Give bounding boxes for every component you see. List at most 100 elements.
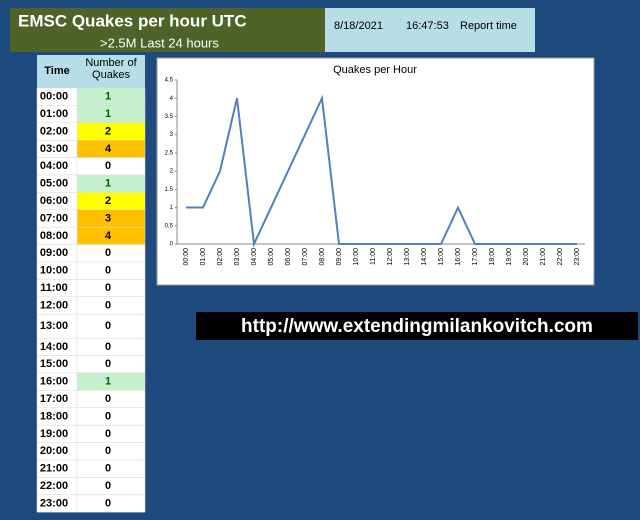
time: 16:00: [40, 376, 68, 388]
time: 10:00: [40, 265, 68, 277]
count: 0: [105, 497, 111, 509]
x-tick-label: 04:00: [251, 248, 258, 266]
time: 12:00: [40, 299, 68, 311]
count: 0: [105, 341, 111, 353]
count: 2: [105, 195, 111, 207]
chart-title: Quakes per Hour: [333, 64, 417, 76]
x-tick-label: 03:00: [234, 248, 241, 266]
chart-frame: [156, 57, 595, 286]
time: 07:00: [40, 212, 68, 224]
time: 17:00: [40, 393, 68, 405]
x-tick-label: 08:00: [319, 248, 326, 266]
count: 0: [105, 480, 111, 492]
time: 22:00: [40, 480, 68, 492]
time: 11:00: [40, 282, 68, 294]
y-tick-label: 4: [170, 96, 174, 102]
time: 05:00: [40, 178, 68, 190]
y-tick-label: 1.5: [165, 187, 174, 193]
count: 0: [105, 282, 111, 294]
count: 0: [105, 393, 111, 405]
x-tick-label: 00:00: [183, 248, 190, 266]
time: 14:00: [40, 341, 68, 353]
x-tick-label: 23:00: [574, 248, 581, 266]
count: 0: [105, 265, 111, 277]
count: 0: [105, 247, 111, 259]
x-tick-label: 07:00: [302, 248, 309, 266]
count: 0: [105, 445, 111, 457]
time: 08:00: [40, 230, 68, 242]
x-tick-label: 18:00: [489, 248, 496, 266]
x-tick-label: 17:00: [472, 248, 479, 266]
count: 1: [105, 376, 111, 388]
report-label: Report time: [460, 20, 517, 32]
x-tick-label: 06:00: [285, 248, 292, 266]
count: 3: [105, 212, 111, 224]
time: 00:00: [40, 91, 68, 103]
x-tick-label: 14:00: [421, 248, 428, 266]
time: 23:00: [40, 497, 68, 509]
count: 0: [105, 320, 111, 332]
report-box: [325, 8, 535, 52]
time: 03:00: [40, 143, 68, 155]
time: 19:00: [40, 428, 68, 440]
count: 2: [105, 125, 111, 137]
y-tick-label: 4.5: [165, 78, 174, 84]
column-header: Number of Quakes: [85, 57, 137, 81]
column-header: Time: [44, 65, 69, 77]
x-tick-label: 19:00: [506, 248, 513, 266]
count: 1: [105, 91, 111, 103]
x-tick-label: 01:00: [200, 248, 207, 266]
x-tick-label: 02:00: [217, 248, 224, 266]
count: 4: [105, 143, 112, 155]
count: 0: [105, 299, 111, 311]
time: 18:00: [40, 410, 68, 422]
time: 21:00: [40, 463, 68, 475]
count: 1: [105, 108, 111, 120]
title-box: [10, 8, 325, 52]
time: 06:00: [40, 195, 68, 207]
report-time: 16:47:53: [406, 20, 449, 32]
count: 0: [105, 160, 111, 172]
time: 02:00: [40, 125, 68, 137]
x-tick-label: 20:00: [523, 248, 530, 266]
report-date: 8/18/2021: [334, 20, 383, 32]
count: 1: [105, 178, 111, 190]
x-tick-label: 11:00: [370, 248, 377, 265]
time: 20:00: [40, 445, 68, 457]
y-tick-label: 0: [170, 242, 174, 248]
x-tick-label: 21:00: [540, 248, 547, 266]
y-tick-label: 3.5: [165, 114, 174, 120]
x-tick-label: 10:00: [353, 248, 360, 266]
y-tick-label: 2: [170, 169, 174, 175]
x-tick-label: 05:00: [268, 248, 275, 266]
count: 0: [105, 428, 111, 440]
y-tick-label: 1: [170, 205, 174, 211]
count: 0: [105, 358, 111, 370]
url: http://www.extendingmilankovitch.com: [241, 316, 593, 337]
y-tick-label: 3: [170, 132, 174, 138]
time-cell: [36, 313, 78, 339]
time: 15:00: [40, 358, 68, 370]
time: 13:00: [40, 320, 68, 332]
count: 0: [105, 410, 111, 422]
line: [186, 94, 577, 248]
x-tick-label: 15:00: [438, 248, 445, 266]
subtitle: >2.5M Last 24 hours: [100, 35, 219, 50]
x-tick-label: 13:00: [404, 248, 411, 266]
y-tick-label: 0.5: [165, 223, 174, 229]
x-tick-label: 09:00: [336, 248, 343, 266]
count: 0: [105, 463, 111, 475]
count: 4: [105, 230, 112, 242]
x-tick-label: 12:00: [387, 248, 394, 266]
time-cell: [36, 494, 78, 513]
table-header: [37, 55, 145, 88]
time: 09:00: [40, 247, 68, 259]
x-tick-label: 16:00: [455, 248, 462, 266]
y-tick-label: 2.5: [165, 150, 174, 156]
url-banner: [196, 312, 638, 340]
time: 04:00: [40, 160, 68, 172]
time: 01:00: [40, 108, 68, 120]
column-header-box: Number of Quakes: [85, 57, 137, 81]
